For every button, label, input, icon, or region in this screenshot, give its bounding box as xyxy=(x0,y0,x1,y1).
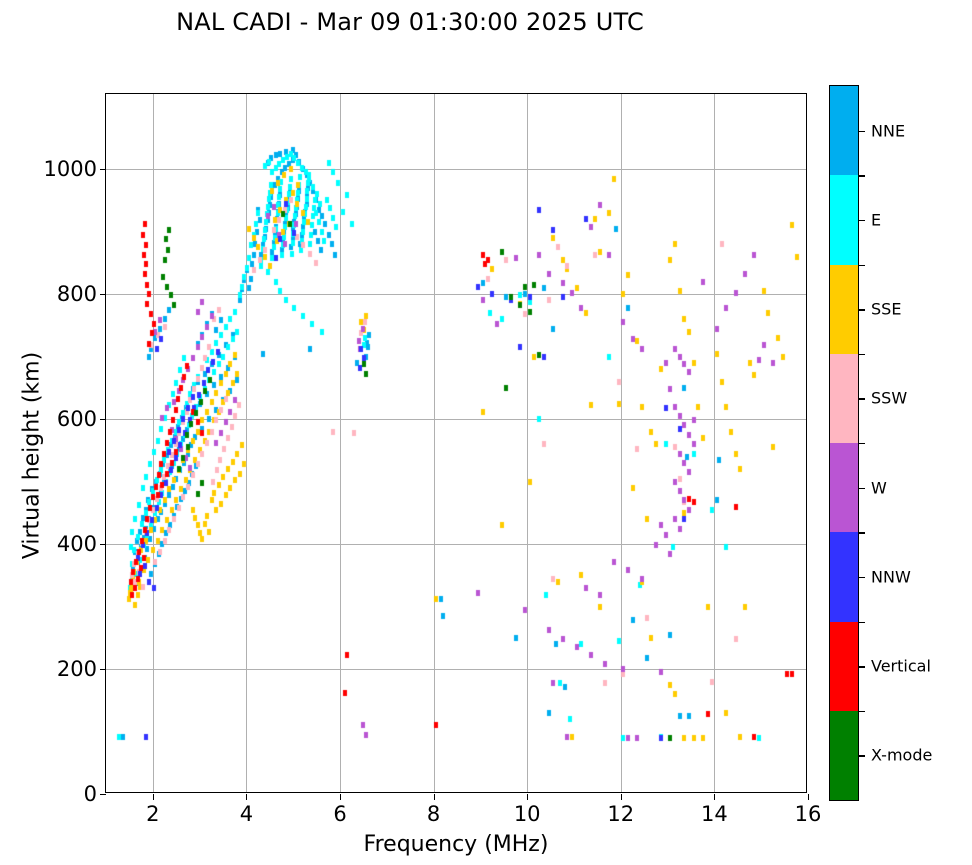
colorbar-band-x-mode xyxy=(830,710,858,800)
colorbar-tick xyxy=(858,487,865,490)
colorbar-tick xyxy=(858,219,865,222)
colorbar-tick xyxy=(858,130,865,133)
y-tick-label: 600 xyxy=(56,407,97,431)
colorbar-tick xyxy=(858,398,865,400)
x-tick-label: 2 xyxy=(146,802,160,826)
colorbar-label-nnw: NNW xyxy=(871,567,911,587)
x-tick xyxy=(620,794,622,800)
colorbar-tick xyxy=(858,576,865,579)
colorbar-label-sse: SSE xyxy=(871,299,902,319)
x-tick xyxy=(808,794,809,800)
y-tick xyxy=(100,544,106,545)
page-title: NAL CADI - Mar 09 01:30:00 2025 UTC xyxy=(176,8,644,36)
colorbar-band-vertical xyxy=(830,621,858,711)
y-tick-label: 400 xyxy=(56,532,97,556)
colorbar-label-e: E xyxy=(871,210,882,230)
plot-area: 2 4 6 8 10 12 14 16 0 200 400 600 800 1000 xyxy=(44,93,821,826)
colorbar-boundary-tick xyxy=(858,443,865,445)
colorbar-boundary-tick xyxy=(858,532,865,534)
x-tick-label: 4 xyxy=(239,802,254,826)
y-tick xyxy=(100,419,106,420)
y-tick xyxy=(100,169,106,170)
colorbar: NNE E SSE SSW W NNW Vertical X-mode xyxy=(829,85,932,801)
x-tick-label: 10 xyxy=(513,802,541,826)
x-tick-label: 12 xyxy=(607,802,635,826)
colorbar-label-nne: NNE xyxy=(871,121,906,141)
x-tick xyxy=(246,794,248,800)
colorbar-boundary-tick xyxy=(858,621,865,623)
x-tick xyxy=(527,794,529,800)
colorbar-boundary-tick xyxy=(858,353,865,356)
y-tick xyxy=(100,294,106,295)
x-tick-label: 16 xyxy=(794,802,822,826)
x-tick-label: 6 xyxy=(333,802,347,826)
y-tick-label: 0 xyxy=(83,782,97,806)
colorbar-band-e xyxy=(830,175,858,265)
echo-scatter-layer xyxy=(106,94,806,792)
colorbar-label-x-mode: X-mode xyxy=(871,745,933,765)
colorbar-boundary-tick xyxy=(858,264,865,266)
colorbar-band-nnw xyxy=(830,532,858,622)
x-tick xyxy=(340,794,341,800)
y-axis-label: Virtual height (km) xyxy=(19,351,45,560)
colorbar-boundary-tick xyxy=(858,710,865,713)
colorbar-tick xyxy=(858,309,865,311)
x-tick-label: 8 xyxy=(426,802,441,826)
x-tick xyxy=(433,794,435,800)
y-tick-label: 200 xyxy=(56,657,97,681)
colorbar-label-w: W xyxy=(871,478,887,498)
colorbar-label-vertical: Vertical xyxy=(871,656,931,676)
colorbar-tick xyxy=(858,755,865,757)
colorbar-label-ssw: SSW xyxy=(871,388,908,408)
y-tick xyxy=(100,794,106,795)
colorbar-tick xyxy=(858,666,865,668)
y-tick xyxy=(100,669,106,670)
x-tick xyxy=(714,794,716,800)
colorbar-band-ssw xyxy=(830,353,858,443)
x-tick xyxy=(152,794,154,800)
x-axis-label: Frequency (MHz) xyxy=(363,832,549,857)
colorbar-band-sse xyxy=(830,264,858,354)
colorbar-boundary-tick xyxy=(858,175,865,177)
y-tick-label: 1000 xyxy=(43,157,97,181)
echo-canvas xyxy=(106,94,806,792)
colorbar-band-nne xyxy=(830,86,858,176)
colorbar-band-w xyxy=(830,443,858,533)
x-tick-label: 14 xyxy=(701,802,728,826)
y-tick-label: 800 xyxy=(56,282,97,306)
